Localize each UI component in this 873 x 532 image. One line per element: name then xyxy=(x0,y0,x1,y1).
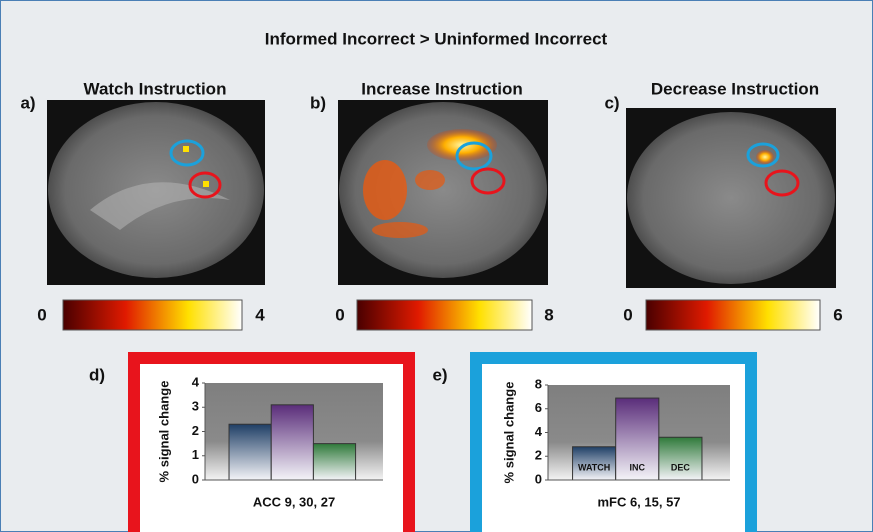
colorbar-max: 6 xyxy=(833,305,842,324)
y-tick-label: 2 xyxy=(535,448,542,463)
figure: Informed Incorrect > Uninformed Incorrec… xyxy=(0,0,873,532)
y-tick-label: 8 xyxy=(535,376,542,391)
category-label: DEC xyxy=(671,462,691,472)
panel-label: d) xyxy=(89,365,105,384)
panel-label: a) xyxy=(20,93,35,112)
bar xyxy=(313,444,355,480)
brain-image-c xyxy=(626,108,836,288)
panel-title: Decrease Instruction xyxy=(651,79,819,98)
category-label: INC xyxy=(630,462,646,472)
y-tick-label: 4 xyxy=(535,424,543,439)
panel-label: b) xyxy=(310,93,326,112)
y-tick-label: 1 xyxy=(192,447,199,462)
colorbar-max: 8 xyxy=(544,305,553,324)
colorbar-min: 0 xyxy=(623,305,632,324)
colorbar xyxy=(646,300,820,330)
y-tick-label: 6 xyxy=(535,400,542,415)
y-axis-label: % signal change xyxy=(156,381,171,483)
figure-title: Informed Incorrect > Uninformed Incorrec… xyxy=(265,29,608,48)
brain-image-b xyxy=(338,100,548,285)
panel-title: Increase Instruction xyxy=(361,79,523,98)
panel-label: c) xyxy=(604,93,619,112)
panel-label: e) xyxy=(432,365,447,384)
category-label: WATCH xyxy=(578,462,610,472)
brain-image-a xyxy=(47,100,265,285)
x-axis-label: ACC 9, 30, 27 xyxy=(253,494,335,509)
bar xyxy=(271,405,313,480)
y-tick-label: 2 xyxy=(192,423,199,438)
y-axis-label: % signal change xyxy=(501,382,516,484)
bar xyxy=(229,424,271,480)
y-tick-label: 0 xyxy=(535,471,542,486)
colorbar xyxy=(357,300,532,330)
bar xyxy=(659,437,702,480)
colorbar-min: 0 xyxy=(335,305,344,324)
panel-title: Watch Instruction xyxy=(84,79,227,98)
y-tick-label: 4 xyxy=(192,374,200,389)
colorbar-max: 4 xyxy=(255,305,265,324)
y-tick-label: 3 xyxy=(192,399,199,414)
colorbar xyxy=(63,300,242,330)
colorbar-min: 0 xyxy=(37,305,46,324)
y-tick-label: 0 xyxy=(192,471,199,486)
x-axis-label: mFC 6, 15, 57 xyxy=(597,494,680,509)
